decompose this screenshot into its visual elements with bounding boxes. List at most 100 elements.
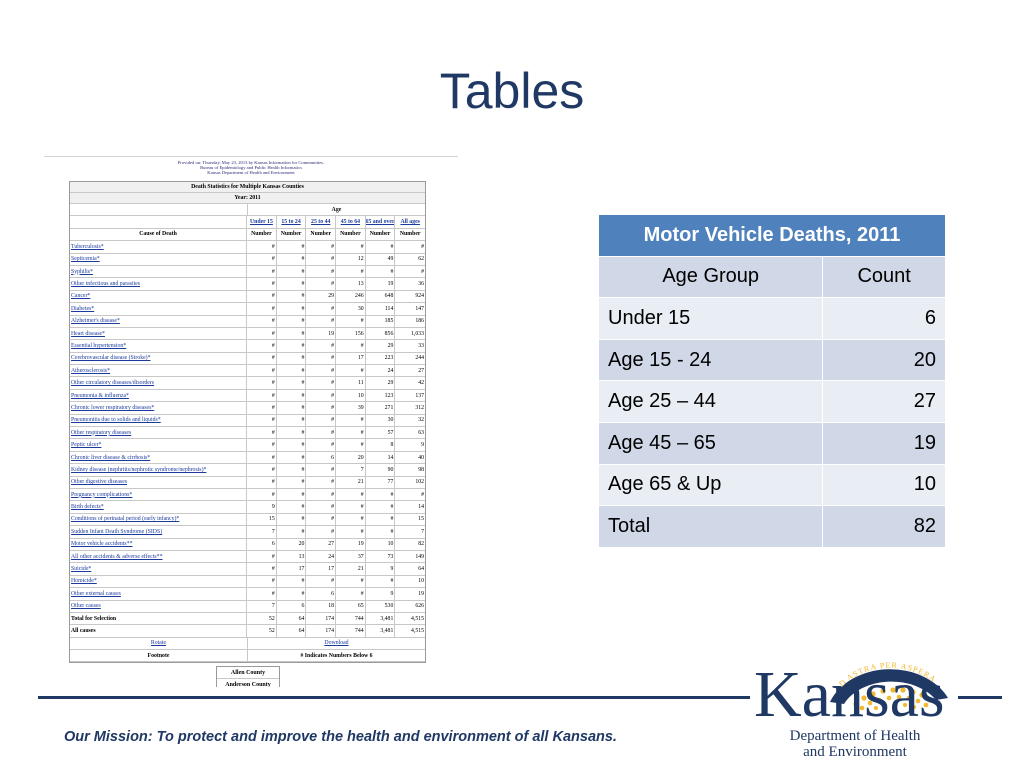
cause-cell[interactable]: Syphilis* (70, 265, 248, 278)
value-cell: # (247, 464, 277, 476)
value-cell: 64 (277, 625, 307, 637)
cause-cell[interactable]: All other accidents & adverse effects** (70, 550, 248, 563)
value-cell: 1,033 (410, 330, 425, 337)
table-row: Other infectious and parasites # # #13 19 36 (70, 278, 425, 291)
cause-cell[interactable]: Alzheimer's disease* (70, 315, 248, 327)
value-cell: 185 (366, 315, 396, 327)
value-cell: 24 (366, 365, 396, 377)
number-header: Number (336, 228, 366, 241)
cause-cell[interactable]: Chronic lower respiratory diseases* (70, 402, 248, 414)
cause-cell[interactable]: Diabetes* (70, 303, 248, 315)
table-row: Peptic ulcer* # # # #8 9 (70, 439, 425, 452)
cause-cell[interactable]: Heart disease* (70, 327, 248, 340)
report-year: Year: 2011 (70, 193, 425, 204)
cause-cell[interactable]: Pregnancy complications* (70, 488, 248, 501)
age-links-row: Under 15 15 to 24 25 to 44 45 to 64 65 and o… (70, 216, 425, 229)
value-cell: 24 (306, 550, 337, 563)
value-cell: 17 (336, 352, 366, 365)
cause-cell[interactable]: Other digestive diseases (70, 476, 248, 488)
value-cell: 3,481 (366, 625, 396, 637)
value-cell: # (247, 327, 277, 340)
blank-cell (70, 204, 248, 216)
cause-cell[interactable]: Atherosclerosis* (70, 365, 248, 377)
cause-cell[interactable]: Sudden Infant Death Syndrome (SIDS) (70, 526, 248, 538)
cause-cell[interactable]: Septicemia* (70, 253, 248, 265)
table-row: Cancer* # #29 246 648 924 (70, 290, 425, 304)
age-group-header: Age Group (597, 255, 824, 299)
table-row: Tuberculosis* # # # # # # (70, 241, 425, 254)
value-cell: # (306, 427, 337, 439)
value-cell: 77 (366, 476, 396, 488)
value-cell: 3,481 (366, 612, 396, 625)
value-cell: 9 (247, 501, 277, 513)
county-item[interactable]: Anderson County (217, 679, 279, 688)
county-list: Allen County Anderson County (216, 666, 280, 687)
value-cell: 98 (418, 466, 425, 473)
table-row: Other respiratory diseases # # # #57 63 (70, 427, 425, 440)
value-cell: 4,515 (410, 615, 425, 622)
cause-cell[interactable]: Suicide* (70, 563, 248, 575)
value-cell: # (366, 241, 396, 253)
cause-cell[interactable]: Chronic liver disease & cirrhosis* (70, 451, 248, 464)
cause-cell[interactable]: Other external causes (70, 588, 248, 600)
cause-cell[interactable]: Other respiratory diseases (70, 427, 248, 439)
download-link[interactable]: Download (324, 640, 349, 647)
age-group-link[interactable]: All ages (400, 219, 420, 226)
age-group-link[interactable]: 25 to 44 (306, 216, 337, 228)
value-cell: # (277, 265, 307, 278)
value-cell: # (306, 241, 337, 253)
value-cell: 114 (366, 303, 396, 315)
cause-cell[interactable]: Essential hypertension* (70, 340, 248, 352)
logo-dept-line: Department of Health (789, 728, 921, 744)
cause-cell[interactable]: Other infectious and parasites (70, 278, 248, 290)
cause-cell[interactable]: Kidney disease (nephritis/nephrotic synd… (70, 464, 248, 476)
cause-cell[interactable]: Motor vehicle accidents** (70, 538, 248, 550)
footer-rule-left (38, 696, 750, 699)
value-cell: 17 (277, 563, 307, 575)
logo-dept-line: and Environment (803, 744, 907, 760)
value-cell: 32 (418, 417, 425, 424)
value-cell: 7 (421, 528, 425, 535)
value-cell: # (306, 365, 337, 377)
cause-cell[interactable]: Pneumonia & influenza* (70, 389, 248, 402)
cause-cell[interactable]: Other circulatory diseases/disorders (70, 377, 248, 389)
cause-cell[interactable]: Cancer* (70, 290, 248, 303)
value-cell: # (306, 265, 337, 278)
footnote-label: Footnote (70, 650, 248, 662)
cause-cell[interactable]: Peptic ulcer* (70, 439, 248, 451)
value-cell: 156 (336, 327, 366, 340)
value-cell: # (366, 526, 396, 538)
cause-cell[interactable]: Homicide* (70, 575, 248, 588)
cause-cell[interactable]: Birth defects* (70, 501, 248, 513)
value-cell: 30 (366, 414, 396, 427)
cause-cell[interactable]: Conditions of perinatal period (early in… (70, 513, 248, 526)
value-cell: # (247, 303, 277, 315)
age-group-link[interactable]: Under 15 (247, 216, 277, 228)
age-group-link[interactable]: 15 to 24 (277, 216, 307, 228)
value-cell: 15 (247, 513, 277, 526)
cause-cell[interactable]: Pneumonitis due to solids and liquids* (70, 414, 248, 427)
table-row: Homicide* # # # # #10 (70, 575, 425, 589)
value-cell: # (336, 427, 366, 439)
table-row: Kidney disease (nephritis/nephrotic synd… (70, 464, 425, 477)
sunburst-arc-icon: AD ASTRA PER ASPERA (830, 661, 948, 711)
value-cell: # (247, 315, 277, 327)
value-cell: 20 (277, 538, 307, 550)
footnote-text: # Indicates Numbers Below 6 (300, 652, 373, 659)
county-item[interactable]: Allen County (217, 667, 279, 679)
value-cell: # (247, 427, 277, 439)
value-cell: # (277, 476, 307, 488)
value-cell: 30 (336, 303, 366, 315)
value-cell: 13 (336, 278, 366, 290)
rotate-link[interactable]: Rotate (70, 637, 248, 650)
age-group-link[interactable]: 65 and over (366, 216, 396, 228)
table-row: Chronic lower respiratory diseases* # # #39… (70, 402, 425, 415)
age-group-link[interactable]: 45 to 64 (336, 216, 366, 228)
cause-cell[interactable]: Tuberculosis* (70, 241, 248, 253)
cause-cell[interactable]: Other causes (70, 600, 248, 612)
value-cell: 137 (415, 392, 425, 399)
cause-cell[interactable]: Cerebrovascular disease (Stroke)* (70, 352, 248, 365)
provenance-line: Kansas Department of Health and Environm… (207, 170, 295, 175)
table-row: All causes 52 64 174 744 3,481 4,515 (70, 625, 425, 638)
value-cell: # (277, 315, 307, 327)
